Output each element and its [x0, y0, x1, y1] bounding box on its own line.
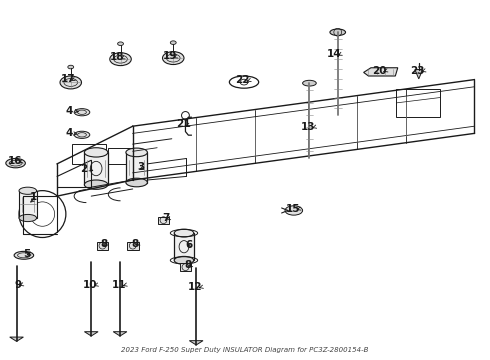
Text: 7: 7	[162, 213, 170, 223]
Text: 2: 2	[80, 163, 88, 174]
Polygon shape	[189, 341, 203, 345]
Text: 15: 15	[286, 204, 300, 214]
Ellipse shape	[84, 148, 108, 157]
Polygon shape	[113, 332, 127, 336]
Ellipse shape	[118, 42, 123, 45]
Text: 4: 4	[66, 129, 73, 138]
Ellipse shape	[19, 215, 37, 222]
Text: 11: 11	[112, 280, 126, 290]
Bar	[396, 89, 440, 117]
Text: 19: 19	[163, 51, 178, 61]
Ellipse shape	[74, 131, 90, 138]
Text: 22: 22	[235, 75, 250, 85]
Polygon shape	[10, 337, 24, 341]
Ellipse shape	[84, 180, 108, 189]
Ellipse shape	[60, 76, 81, 89]
Bar	[84, 152, 108, 185]
Ellipse shape	[14, 251, 34, 259]
Polygon shape	[415, 69, 423, 79]
Ellipse shape	[330, 29, 345, 36]
Text: 20: 20	[372, 66, 387, 76]
Text: 6: 6	[186, 239, 193, 249]
Text: 2023 Ford F-250 Super Duty INSULATOR Diagram for PC3Z-2800154-B: 2023 Ford F-250 Super Duty INSULATOR Dia…	[122, 347, 368, 354]
Ellipse shape	[174, 229, 194, 237]
Text: 8: 8	[131, 239, 139, 249]
Ellipse shape	[171, 41, 176, 44]
Ellipse shape	[174, 256, 194, 264]
Ellipse shape	[68, 65, 74, 69]
Text: 9: 9	[15, 280, 22, 290]
Ellipse shape	[74, 109, 90, 116]
Ellipse shape	[19, 187, 37, 194]
Bar	[19, 191, 37, 218]
Text: 3: 3	[138, 162, 145, 172]
Bar	[127, 242, 139, 249]
Ellipse shape	[126, 178, 147, 187]
Text: 5: 5	[23, 248, 30, 258]
Polygon shape	[84, 332, 98, 336]
Bar	[126, 152, 147, 183]
Ellipse shape	[285, 206, 303, 215]
Bar	[97, 242, 108, 249]
Text: 23: 23	[410, 66, 425, 76]
Bar	[158, 217, 169, 224]
Polygon shape	[364, 68, 398, 76]
Text: 21: 21	[176, 120, 190, 129]
Ellipse shape	[6, 158, 25, 168]
Text: 1: 1	[29, 192, 37, 202]
Text: 13: 13	[301, 122, 315, 132]
Text: 18: 18	[110, 52, 124, 62]
Text: 12: 12	[188, 282, 202, 292]
Text: 8: 8	[100, 239, 107, 249]
Bar	[180, 263, 191, 271]
Ellipse shape	[303, 80, 316, 86]
Text: 8: 8	[184, 260, 191, 270]
Bar	[72, 144, 106, 164]
Bar	[174, 233, 194, 260]
Text: 17: 17	[60, 74, 75, 84]
Text: 10: 10	[83, 280, 98, 290]
Ellipse shape	[110, 53, 131, 66]
Ellipse shape	[163, 51, 184, 64]
Text: 14: 14	[327, 49, 342, 59]
Text: 16: 16	[7, 156, 22, 166]
Text: 4: 4	[66, 106, 73, 116]
Ellipse shape	[126, 148, 147, 157]
Bar	[108, 148, 133, 164]
